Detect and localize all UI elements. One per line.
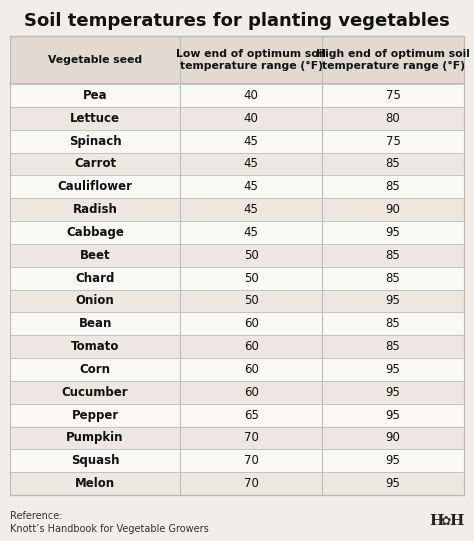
Text: Radish: Radish <box>73 203 118 216</box>
Text: 95: 95 <box>386 386 401 399</box>
Text: Cabbage: Cabbage <box>66 226 124 239</box>
Text: Carrot: Carrot <box>74 157 116 170</box>
Text: Spinach: Spinach <box>69 135 121 148</box>
Text: 70: 70 <box>244 454 259 467</box>
Text: 85: 85 <box>386 340 401 353</box>
Bar <box>10 84 464 107</box>
Text: Reference:
Knott’s Handbook for Vegetable Growers: Reference: Knott’s Handbook for Vegetabl… <box>10 511 209 534</box>
Text: 45: 45 <box>244 226 259 239</box>
Bar <box>10 244 464 267</box>
Text: H: H <box>449 514 463 528</box>
Bar <box>10 472 464 495</box>
Text: 65: 65 <box>244 408 259 421</box>
Text: 85: 85 <box>386 157 401 170</box>
Text: 95: 95 <box>386 294 401 307</box>
Bar <box>10 450 464 472</box>
Text: 60: 60 <box>244 363 259 376</box>
Text: 75: 75 <box>386 135 401 148</box>
Text: Low end of optimum soil
temperature range (°F): Low end of optimum soil temperature rang… <box>176 49 326 71</box>
Text: Pumpkin: Pumpkin <box>66 431 124 444</box>
Text: 85: 85 <box>386 317 401 330</box>
Text: 95: 95 <box>386 454 401 467</box>
Bar <box>10 221 464 244</box>
Text: 95: 95 <box>386 226 401 239</box>
Text: 95: 95 <box>386 408 401 421</box>
Text: H: H <box>429 514 443 528</box>
Text: Chard: Chard <box>75 272 115 285</box>
Bar <box>10 153 464 175</box>
Text: Cauliflower: Cauliflower <box>58 180 133 193</box>
Bar <box>10 130 464 153</box>
Bar <box>10 426 464 450</box>
Text: 50: 50 <box>244 294 258 307</box>
Text: 50: 50 <box>244 272 258 285</box>
Text: Cucumber: Cucumber <box>62 386 128 399</box>
Bar <box>10 358 464 381</box>
Text: 90: 90 <box>386 203 401 216</box>
Text: Soil temperatures for planting vegetables: Soil temperatures for planting vegetable… <box>24 12 450 30</box>
Text: 40: 40 <box>244 89 259 102</box>
Text: Melon: Melon <box>75 477 115 490</box>
Bar <box>10 107 464 130</box>
Text: Pea: Pea <box>83 89 108 102</box>
Bar <box>10 381 464 404</box>
Text: Vegetable seed: Vegetable seed <box>48 55 142 65</box>
Text: 60: 60 <box>244 317 259 330</box>
Text: 45: 45 <box>244 135 259 148</box>
Text: Beet: Beet <box>80 249 110 262</box>
Text: Corn: Corn <box>80 363 110 376</box>
Bar <box>10 267 464 289</box>
Text: High end of optimum soil
temperature range (°F): High end of optimum soil temperature ran… <box>316 49 470 71</box>
Bar <box>10 404 464 426</box>
Text: 70: 70 <box>244 477 259 490</box>
Text: 90: 90 <box>386 431 401 444</box>
Text: 40: 40 <box>244 112 259 125</box>
Text: Bean: Bean <box>78 317 112 330</box>
Text: 70: 70 <box>244 431 259 444</box>
Text: Lettuce: Lettuce <box>70 112 120 125</box>
Text: 45: 45 <box>244 203 259 216</box>
Text: 60: 60 <box>244 386 259 399</box>
Text: Squash: Squash <box>71 454 119 467</box>
Bar <box>10 198 464 221</box>
Bar <box>10 289 464 312</box>
Text: 85: 85 <box>386 249 401 262</box>
Text: 80: 80 <box>386 112 401 125</box>
Bar <box>10 312 464 335</box>
Text: Onion: Onion <box>76 294 115 307</box>
Text: 85: 85 <box>386 180 401 193</box>
Text: 45: 45 <box>244 157 259 170</box>
Bar <box>10 36 464 84</box>
Text: 50: 50 <box>244 249 258 262</box>
Text: 60: 60 <box>244 340 259 353</box>
Text: Tomato: Tomato <box>71 340 119 353</box>
Text: 75: 75 <box>386 89 401 102</box>
Text: ✿: ✿ <box>441 514 451 527</box>
Text: 45: 45 <box>244 180 259 193</box>
Text: Pepper: Pepper <box>72 408 119 421</box>
Bar <box>10 335 464 358</box>
Text: 95: 95 <box>386 477 401 490</box>
Text: 85: 85 <box>386 272 401 285</box>
Text: 95: 95 <box>386 363 401 376</box>
Bar <box>10 175 464 198</box>
